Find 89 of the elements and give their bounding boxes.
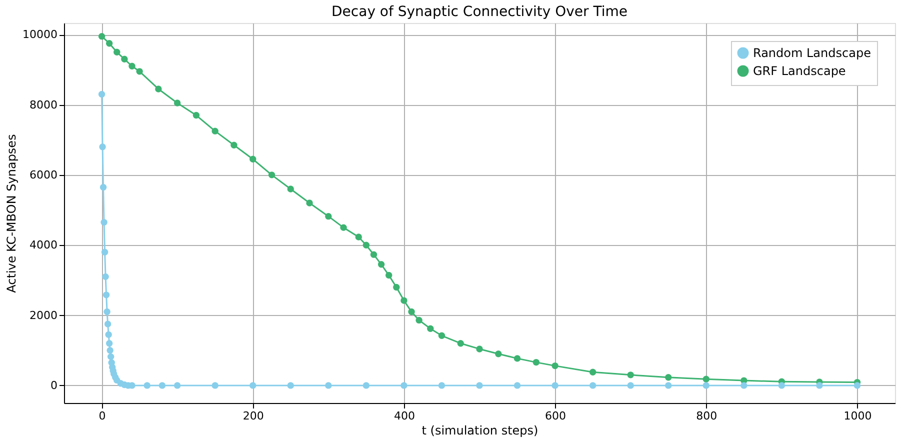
point (100, 184, 107, 191)
point (98, 32, 106, 40)
point (514, 382, 521, 389)
point (854, 382, 861, 389)
point (212, 128, 218, 134)
point (385, 272, 392, 279)
point (105, 331, 112, 338)
point (102, 292, 110, 298)
point (136, 68, 143, 75)
y-axis-title: Active KC-MBON Synapses (4, 134, 19, 293)
point (438, 382, 446, 389)
x-tick-label: 800 (696, 410, 718, 422)
x-tick-label: 200 (242, 410, 264, 422)
point (104, 308, 110, 316)
point (378, 261, 385, 268)
point (268, 172, 276, 178)
point (476, 346, 483, 352)
point (589, 382, 596, 389)
point (778, 382, 786, 389)
legend-label: GRF Landscape (753, 64, 846, 78)
point (627, 382, 634, 389)
point (158, 382, 166, 389)
point (174, 100, 181, 106)
point (427, 325, 434, 332)
point (114, 48, 120, 56)
x-tick-label: 400 (394, 410, 415, 422)
point (362, 382, 370, 389)
point (532, 358, 540, 366)
x-tick-label: 0 (98, 410, 106, 422)
point (702, 376, 710, 382)
point (250, 156, 256, 162)
point (121, 56, 128, 62)
point (230, 142, 238, 148)
point (816, 382, 823, 389)
point (627, 372, 634, 378)
point (400, 382, 408, 389)
y-tick-label: 6000 (30, 168, 58, 182)
chart-title: Decay of Synaptic Connectivity Over Time (332, 4, 628, 20)
point (102, 273, 109, 280)
point (370, 251, 378, 258)
point (107, 353, 114, 360)
point (362, 242, 370, 248)
point (104, 320, 112, 328)
point (400, 297, 408, 304)
point (665, 374, 672, 381)
point (416, 316, 422, 324)
point (250, 382, 256, 389)
point (128, 62, 136, 70)
point (393, 284, 400, 291)
y-tick-label: 4000 (30, 238, 58, 252)
x-axis-title: t (simulation steps) (422, 424, 538, 438)
point (408, 308, 415, 316)
point (552, 382, 558, 389)
point (100, 218, 108, 226)
point (340, 224, 347, 231)
point (325, 382, 332, 389)
y-tick-label: 8000 (30, 98, 58, 112)
point (106, 40, 113, 47)
point (355, 234, 362, 240)
point (287, 186, 294, 192)
x-tick-label: 600 (545, 410, 566, 422)
point (514, 355, 521, 362)
point (99, 144, 106, 150)
point (106, 347, 114, 354)
point (174, 382, 181, 389)
point (665, 382, 672, 389)
y-tick-label: 10000 (22, 28, 58, 42)
point (476, 382, 483, 389)
point (495, 350, 502, 358)
y-tick-label: 0 (50, 378, 58, 392)
point (101, 248, 108, 256)
point (306, 200, 313, 206)
point (192, 112, 200, 119)
point (438, 332, 446, 339)
point (212, 382, 218, 389)
point (106, 340, 113, 347)
point (702, 382, 710, 389)
point (144, 382, 150, 389)
point (589, 368, 596, 376)
point (457, 340, 464, 347)
y-tick-label: 2000 (30, 308, 58, 322)
point (98, 90, 106, 98)
point (740, 382, 748, 389)
point (325, 212, 332, 220)
point (287, 382, 294, 389)
point (552, 362, 558, 370)
point (155, 86, 162, 92)
legend-label: Random Landscape (753, 46, 871, 60)
x-tick-label: 1000 (844, 410, 872, 422)
